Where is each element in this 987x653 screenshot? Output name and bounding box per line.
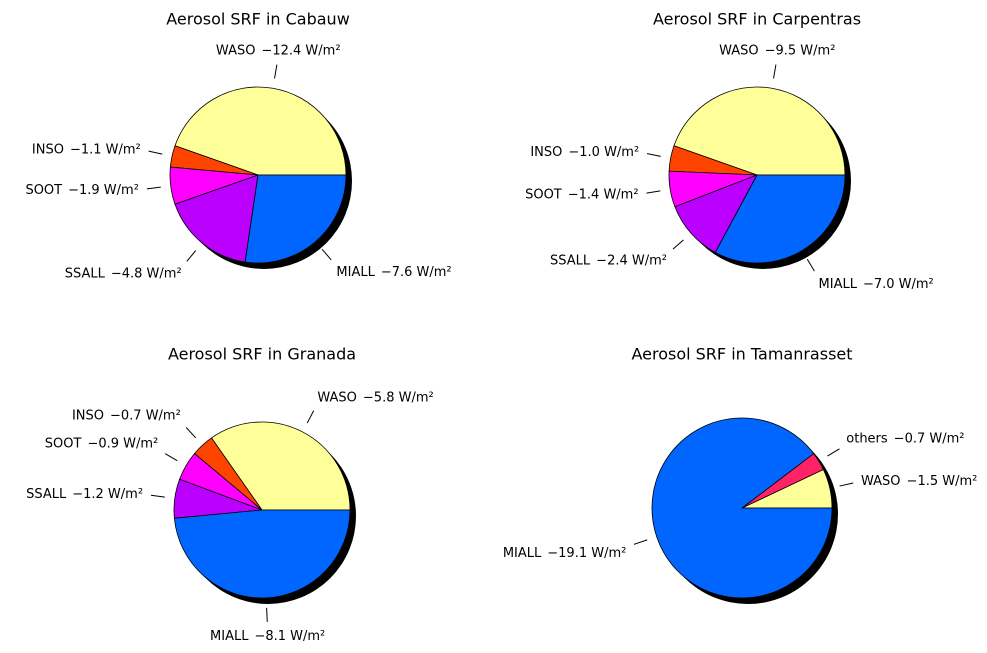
slice-category: SSALL bbox=[26, 487, 67, 502]
slice-category: INSO bbox=[72, 408, 104, 423]
slice-category: SOOT bbox=[25, 182, 62, 197]
slice-label: INSO −1.0 W/m² bbox=[530, 145, 639, 160]
slice-value-label: −1.1 W/m² bbox=[70, 142, 141, 157]
slice-label: SSALL −2.4 W/m² bbox=[550, 253, 667, 268]
slice-category: others bbox=[846, 431, 888, 446]
leader-line bbox=[839, 482, 854, 487]
leader-line bbox=[164, 453, 178, 462]
leader-line bbox=[150, 494, 165, 498]
chart-title: Aerosol SRF in Cabauw bbox=[166, 10, 350, 29]
slice-value-label: −0.7 W/m² bbox=[894, 431, 965, 446]
leader-line bbox=[274, 64, 278, 79]
slice-value-label: −12.4 W/m² bbox=[261, 43, 340, 58]
leader-line bbox=[148, 150, 163, 155]
slice-category: SSALL bbox=[550, 253, 591, 268]
leader-line bbox=[266, 607, 268, 622]
slice-label: WASO −1.5 W/m² bbox=[861, 474, 977, 489]
slice-value-label: −1.2 W/m² bbox=[72, 487, 143, 502]
slice-label: others −0.7 W/m² bbox=[846, 431, 964, 446]
pie-slice bbox=[673, 86, 846, 176]
leader-line bbox=[773, 64, 777, 79]
pie-slice bbox=[651, 417, 833, 599]
slice-value-label: −8.1 W/m² bbox=[254, 628, 325, 643]
slice-category: MIALL bbox=[503, 545, 542, 560]
slice-value-label: −0.7 W/m² bbox=[110, 408, 181, 423]
chart-title: Aerosol SRF in Carpentras bbox=[653, 10, 861, 29]
slice-label: SSALL −4.8 W/m² bbox=[65, 266, 182, 281]
leader-line bbox=[185, 427, 197, 439]
slice-label: MIALL −7.6 W/m² bbox=[336, 264, 451, 279]
slice-value-label: −0.9 W/m² bbox=[87, 436, 158, 451]
slice-value-label: −7.6 W/m² bbox=[381, 264, 452, 279]
pie-slice bbox=[714, 174, 846, 264]
slice-value-label: −2.4 W/m² bbox=[596, 253, 667, 268]
slice-category: SSALL bbox=[65, 266, 106, 281]
pie-slice bbox=[174, 86, 347, 176]
slice-label: WASO −12.4 W/m² bbox=[216, 43, 341, 58]
pie-slice bbox=[173, 509, 351, 599]
slice-value-label: −4.8 W/m² bbox=[111, 266, 182, 281]
slice-label: MIALL −8.1 W/m² bbox=[210, 628, 325, 643]
slice-category: WASO bbox=[861, 474, 901, 489]
slice-category: SOOT bbox=[525, 187, 562, 202]
leader-line bbox=[186, 250, 197, 262]
leader-line bbox=[646, 153, 661, 157]
slice-label: MIALL −7.0 W/m² bbox=[819, 277, 934, 292]
slice-value-label: −1.4 W/m² bbox=[568, 187, 639, 202]
slice-label: INSO −0.7 W/m² bbox=[72, 408, 181, 423]
chart-title: Aerosol SRF in Tamanrasset bbox=[631, 345, 852, 364]
leader-line bbox=[646, 190, 661, 194]
slice-value-label: −1.0 W/m² bbox=[568, 145, 639, 160]
slice-value-label: −5.8 W/m² bbox=[363, 390, 434, 405]
slice-category: WASO bbox=[216, 43, 256, 58]
slice-label: SOOT −1.9 W/m² bbox=[25, 182, 138, 197]
pie-slice bbox=[174, 174, 259, 263]
leader-line bbox=[633, 539, 648, 545]
slice-label: SSALL −1.2 W/m² bbox=[26, 487, 143, 502]
pie-slice bbox=[244, 174, 347, 264]
slice-label: WASO −9.5 W/m² bbox=[719, 43, 835, 58]
slice-category: INSO bbox=[32, 142, 64, 157]
leader-line bbox=[306, 410, 315, 424]
slice-category: WASO bbox=[719, 43, 759, 58]
slice-label: SOOT −0.9 W/m² bbox=[45, 436, 158, 451]
slice-label: INSO −1.1 W/m² bbox=[32, 142, 141, 157]
leader-line bbox=[672, 239, 684, 250]
slice-value-label: −1.9 W/m² bbox=[68, 182, 139, 197]
slice-value-label: −9.5 W/m² bbox=[765, 43, 836, 58]
leader-line bbox=[806, 258, 815, 272]
slice-category: INSO bbox=[530, 145, 562, 160]
slice-label: WASO −5.8 W/m² bbox=[317, 390, 433, 405]
leader-line bbox=[321, 248, 332, 261]
chart-title: Aerosol SRF in Granada bbox=[168, 345, 356, 364]
slice-value-label: −7.0 W/m² bbox=[863, 277, 934, 292]
slice-category: MIALL bbox=[336, 264, 375, 279]
slice-category: MIALL bbox=[819, 277, 858, 292]
leader-line bbox=[827, 448, 840, 457]
slice-category: WASO bbox=[317, 390, 357, 405]
pie-slice bbox=[210, 421, 351, 511]
slice-category: MIALL bbox=[210, 628, 249, 643]
slice-value-label: −19.1 W/m² bbox=[547, 545, 626, 560]
slice-value-label: −1.5 W/m² bbox=[907, 474, 978, 489]
slice-label: SOOT −1.4 W/m² bbox=[525, 187, 638, 202]
leader-line bbox=[146, 186, 161, 190]
slice-category: SOOT bbox=[45, 436, 82, 451]
slice-label: MIALL −19.1 W/m² bbox=[503, 545, 627, 560]
